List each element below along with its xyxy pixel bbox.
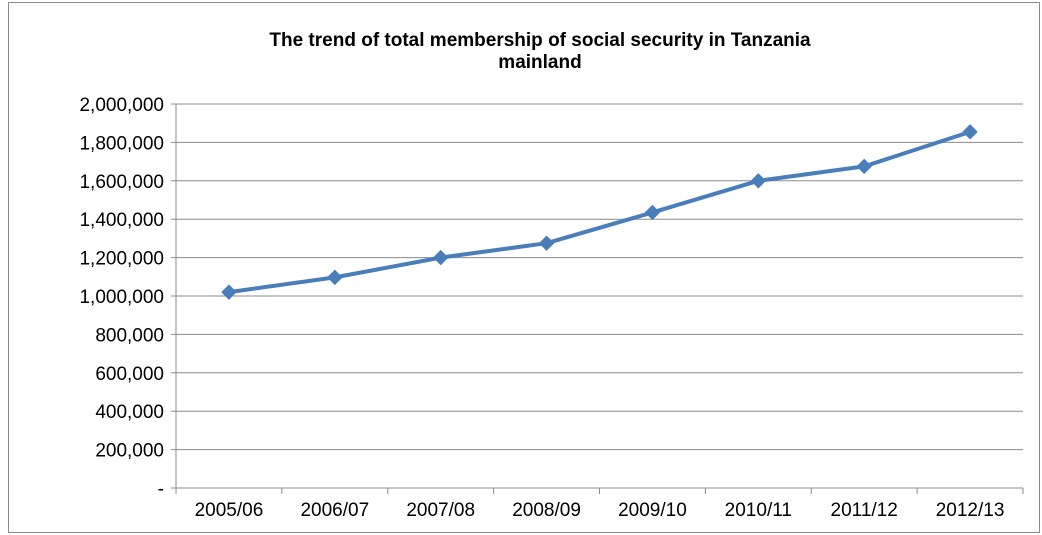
x-tick-label: 2007/08 [406, 500, 475, 521]
series-line [228, 129, 971, 295]
chart-title: The trend of total membership of social … [140, 30, 940, 74]
data-point [644, 204, 661, 221]
y-tick-label: 2,000,000 [79, 95, 164, 116]
x-tick-label: 2010/11 [725, 500, 792, 521]
data-point [962, 124, 978, 140]
y-tick-label: 1,400,000 [79, 210, 164, 231]
chart-title-line-2: mainland [498, 52, 582, 73]
data-point [432, 249, 449, 266]
x-tick-label: 2012/13 [936, 500, 1005, 521]
data-point [221, 284, 237, 300]
chart-frame [8, 2, 1040, 533]
data-point [856, 158, 872, 175]
x-tick-label: 2005/06 [195, 500, 264, 521]
data-point [327, 269, 343, 286]
y-tick-label: 600,000 [95, 364, 164, 385]
y-tick-label: 1,000,000 [79, 287, 164, 308]
y-tick-label: 1,800,000 [79, 133, 164, 154]
data-point [750, 173, 767, 189]
x-tick-label: 2008/09 [512, 500, 581, 521]
data-point [538, 235, 555, 251]
y-tick-label: 200,000 [95, 441, 164, 462]
y-tick-label: 1,200,000 [79, 249, 164, 270]
chart-title-line-1: The trend of total membership of social … [269, 30, 811, 51]
x-tick-label: 2006/07 [300, 500, 369, 521]
x-tick-label: 2011/12 [831, 500, 898, 521]
y-tick-label: 400,000 [95, 402, 164, 423]
y-tick-label: 800,000 [95, 325, 164, 346]
y-tick-label: - [158, 479, 164, 500]
y-tick-label: 1,600,000 [79, 172, 164, 193]
x-tick-label: 2009/10 [618, 500, 687, 521]
